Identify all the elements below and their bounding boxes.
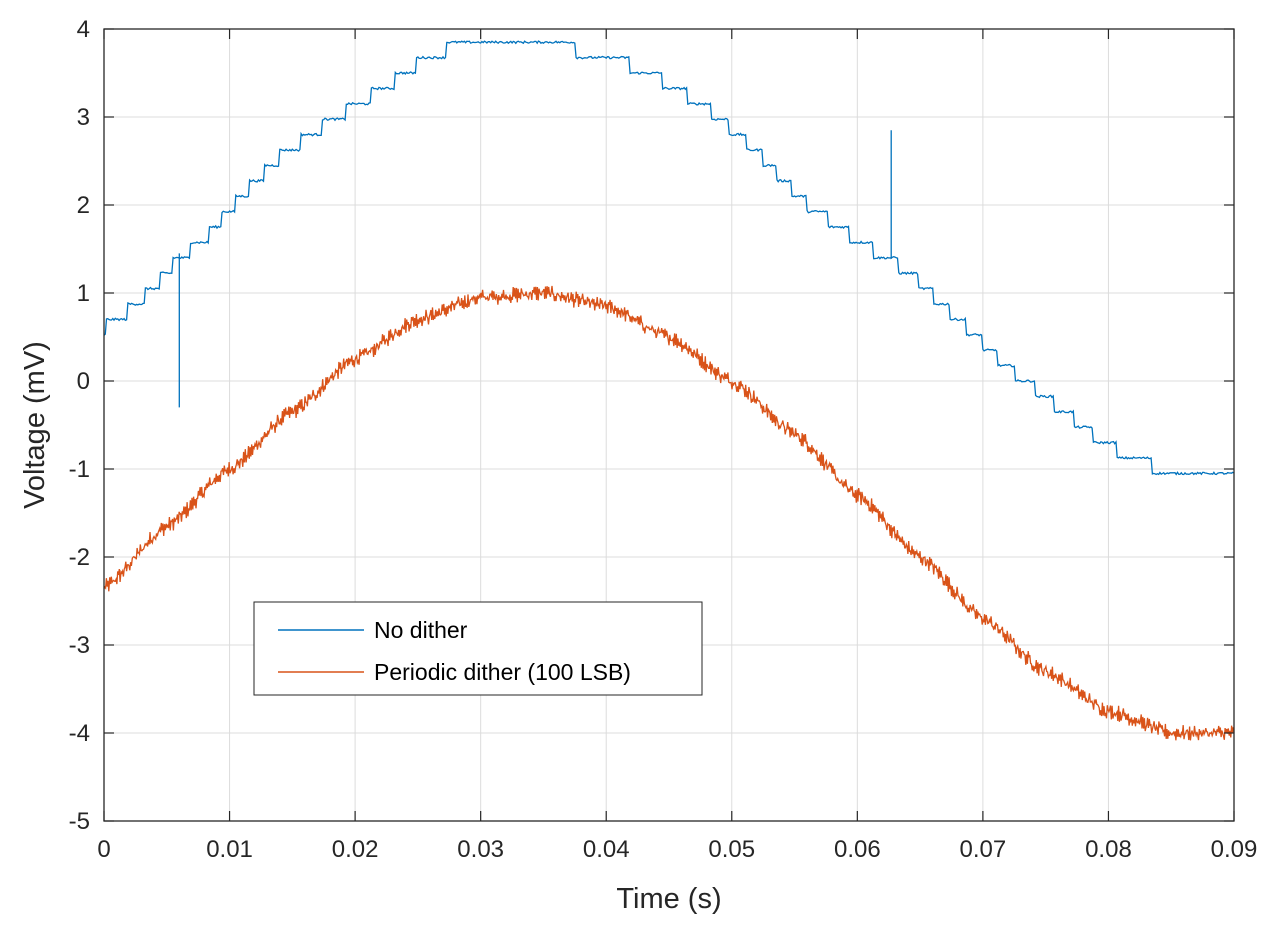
legend-label-no-dither: No dither (374, 617, 468, 643)
y-tick-label: 0 (77, 368, 90, 395)
y-tick-label: -3 (69, 632, 90, 659)
tick-labels: 0 0.01 0.02 0.03 0.04 0.05 0.06 0.07 0.08 0.09 -5 -… (69, 16, 1258, 863)
x-tick-label: 0.03 (457, 836, 504, 863)
y-tick-label: -4 (69, 720, 90, 747)
legend-label-periodic-dither: Periodic dither (100 LSB) (374, 659, 631, 685)
plot-lines (103, 40, 1235, 741)
x-tick-label: 0.09 (1211, 836, 1258, 863)
y-tick-label: -1 (69, 456, 90, 483)
x-tick-label: 0.05 (708, 836, 755, 863)
y-tick-label: -5 (69, 808, 90, 835)
y-tick-label: 1 (77, 280, 90, 307)
x-tick-label: 0.02 (332, 836, 379, 863)
x-tick-label: 0 (97, 836, 110, 863)
axes-box (103, 28, 1235, 822)
x-axis-label: Time (s) (616, 883, 721, 915)
y-tick-label: 2 (77, 192, 90, 219)
x-tick-label: 0.08 (1085, 836, 1132, 863)
y-axis-label: Voltage (mV) (19, 341, 51, 509)
x-tick-label: 0.07 (960, 836, 1007, 863)
x-tick-label: 0.04 (583, 836, 630, 863)
x-tick-label: 0.01 (206, 836, 253, 863)
grid-lines (103, 28, 1235, 822)
series-no-dither-line (103, 40, 1235, 476)
y-tick-label: 4 (77, 16, 90, 43)
legend: No dither Periodic dither (100 LSB) (253, 601, 703, 696)
axis-ticks (103, 28, 1235, 822)
legend-box (253, 601, 703, 696)
x-tick-label: 0.06 (834, 836, 881, 863)
y-tick-label: -2 (69, 544, 90, 571)
y-tick-label: 3 (77, 104, 90, 131)
series-periodic-dither-line (103, 285, 1235, 741)
